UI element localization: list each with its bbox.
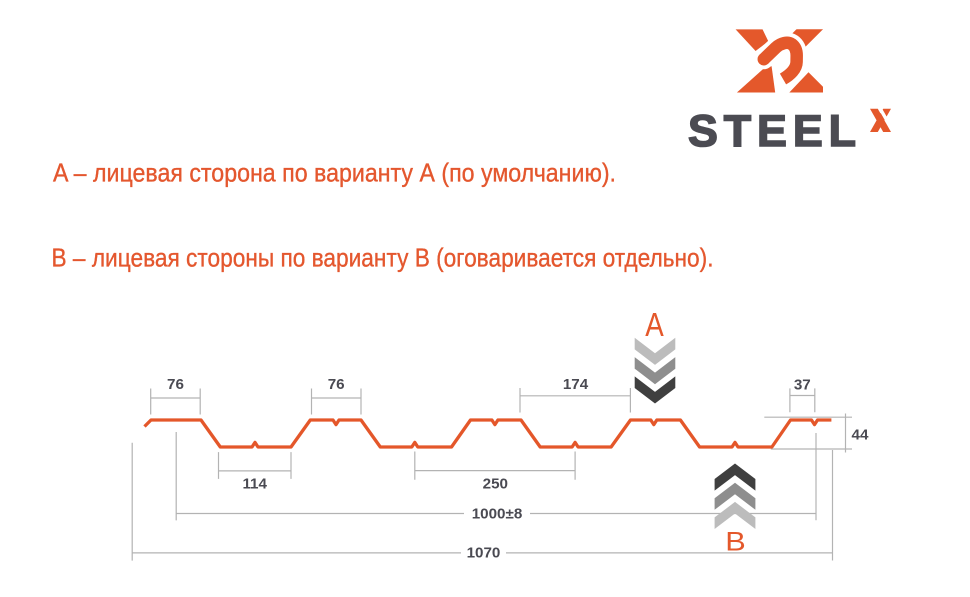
- svg-text:114: 114: [242, 476, 267, 493]
- svg-text:STEEL: STEEL: [688, 106, 862, 156]
- svg-text:A – лицевая сторона по вариант: A – лицевая сторона по варианту А (по ум…: [53, 158, 616, 188]
- svg-text:1000±8: 1000±8: [472, 505, 523, 522]
- svg-text:250: 250: [483, 476, 508, 493]
- svg-text:1070: 1070: [467, 545, 501, 562]
- svg-text:B – лицевая стороны по вариант: B – лицевая стороны по варианту В (огова…: [52, 243, 714, 273]
- svg-text:37: 37: [794, 377, 811, 394]
- svg-text:76: 76: [328, 376, 345, 393]
- svg-text:76: 76: [167, 376, 184, 393]
- svg-text:B: B: [725, 527, 746, 557]
- svg-text:A: A: [645, 306, 664, 343]
- svg-text:174: 174: [563, 376, 589, 393]
- svg-text:44: 44: [852, 427, 869, 444]
